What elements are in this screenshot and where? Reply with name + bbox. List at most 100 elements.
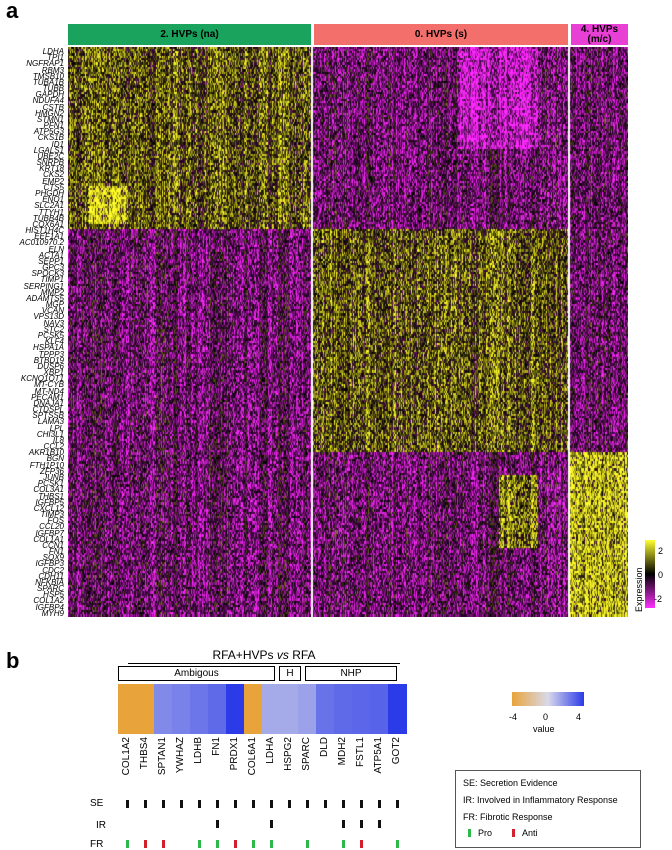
gene-label: TIMP3 <box>40 510 64 520</box>
value-colorbar-label: value <box>533 724 555 734</box>
fr-anti-mark <box>162 840 165 848</box>
gene-label: ZFP36 <box>39 466 64 476</box>
se-mark <box>234 800 237 808</box>
gene-label: LAMA3 <box>37 417 64 427</box>
panel-a-letter: a <box>6 0 19 23</box>
se-mark <box>180 800 183 808</box>
expression-tick-high: 2 <box>658 546 664 556</box>
fold-change-cell <box>136 684 155 734</box>
fold-change-cell <box>208 684 227 734</box>
gene-label: CCL20 <box>39 522 64 532</box>
gene-label: LPL <box>49 423 64 433</box>
gene-label: MYH9 <box>41 608 64 618</box>
fold-change-gene-label: YWHAZ <box>175 737 186 774</box>
expression-heatmap <box>68 47 628 617</box>
fold-change-cell <box>244 684 263 734</box>
gene-label: SERPING1 <box>23 281 64 291</box>
fold-change-gene-label: LDHA <box>265 737 276 764</box>
gene-label: VPS13D <box>33 312 64 322</box>
fold-change-gene-label: LDHB <box>193 737 204 764</box>
gene-label: SLC2A1 <box>34 201 64 211</box>
fr-pro-mark <box>270 840 273 848</box>
gene-label: NAV3 <box>43 318 64 328</box>
gene-label: DUSP6 <box>37 361 64 371</box>
fr-pro-mark <box>216 840 219 848</box>
se-mark <box>324 800 327 808</box>
cluster-label-line1: 4. HVPs <box>580 24 619 35</box>
fold-change-cell <box>352 684 371 734</box>
fold-change-cell <box>280 684 299 734</box>
gene-label: PHGDH <box>35 189 64 198</box>
gene-label: THBS1 <box>38 491 64 501</box>
fold-change-gene-label: SPTAN1 <box>157 737 168 776</box>
gene-label: MT-CYB <box>34 380 64 390</box>
gene-label: XBP1 <box>43 368 64 378</box>
gene-label: AC010970.2 <box>19 238 64 248</box>
se-mark <box>306 800 309 808</box>
comparison-rule <box>128 663 400 664</box>
fold-change-cell <box>298 684 317 734</box>
gene-label: KCNQ1OT1 <box>20 374 64 384</box>
group-bracket-ambigous: Ambigous <box>118 666 275 681</box>
ir-mark <box>342 820 345 828</box>
gene-label: ADAMTS5 <box>26 293 64 303</box>
gene-label: CKS2 <box>43 170 64 180</box>
gene-label: CDC2 <box>42 565 64 575</box>
gene-label: CCL2 <box>43 442 64 452</box>
gene-label: HMGN2 <box>35 108 64 118</box>
row-label-fr: FR <box>90 839 104 850</box>
gene-label: FOS <box>47 516 64 526</box>
gene-label: LGALS1 <box>33 145 64 155</box>
gene-label: SPOCK3 <box>31 269 64 279</box>
fold-change-gene-label: COL1A2 <box>121 737 132 776</box>
se-mark <box>270 800 273 808</box>
gene-label: HSPA1A <box>33 343 64 353</box>
ir-mark <box>270 820 273 828</box>
fold-change-gene-label: COL6A1 <box>247 737 258 776</box>
gene-label: TPPP3 <box>38 349 64 359</box>
gene-label: SNRPB <box>36 158 64 168</box>
fr-pro-mark <box>252 840 255 848</box>
gene-label: CCN1 <box>42 540 64 550</box>
row-label-ir: IR <box>96 820 106 831</box>
group-bracket-nhp: NHP <box>305 666 397 681</box>
gene-label: STMN1 <box>36 114 64 124</box>
ir-mark <box>378 820 381 828</box>
cluster-label: 0. HVPs (s) <box>414 29 468 40</box>
gene-label: IGFBP3 <box>35 559 64 569</box>
fold-change-gene-label: GOT2 <box>391 737 402 765</box>
gene-label: ATP5G3 <box>33 127 64 137</box>
fold-change-cell <box>190 684 209 734</box>
fr-pro-mark <box>342 840 345 848</box>
pro-swatch <box>468 829 471 837</box>
comparison-prefix: RFA+HVPs <box>212 648 274 662</box>
gene-label: KLF4 <box>44 337 64 347</box>
gene-label: CXCL12 <box>33 503 64 513</box>
gene-label: TUBB <box>42 84 64 94</box>
se-mark <box>252 800 255 808</box>
fold-change-gene-label: THBS4 <box>139 737 150 770</box>
anti-swatch <box>512 829 515 837</box>
fr-anti-mark <box>144 840 147 848</box>
gene-label: HSP5 <box>43 590 64 600</box>
key-ir: IR: Involved in Inflammatory Response <box>463 795 618 805</box>
gene-label: IGFBP4 <box>35 602 64 612</box>
gene-label: PCSK5 <box>37 331 64 340</box>
value-tick-low: -4 <box>509 712 518 722</box>
gene-label: COX6A1 <box>32 219 64 229</box>
gene-label: BTBD19 <box>33 355 64 365</box>
fr-anti-mark <box>234 840 237 848</box>
gene-label: BGN <box>46 454 64 464</box>
key-fr: FR: Fibrotic Response <box>463 812 553 822</box>
fold-change-cell <box>226 684 245 734</box>
fr-pro-mark <box>306 840 309 848</box>
gene-label: TPI1 <box>47 53 64 63</box>
expression-legend-title: Expression <box>634 567 644 612</box>
panel-b-letter: b <box>6 648 20 673</box>
gene-label: KRT18 <box>39 164 64 174</box>
key-se: SE: Secretion Evidence <box>463 778 558 788</box>
gene-label: PECAM1 <box>31 392 64 402</box>
fold-change-cell <box>334 684 353 734</box>
gene-label: MGP <box>45 300 64 310</box>
gene-label: FN1 <box>48 547 64 557</box>
